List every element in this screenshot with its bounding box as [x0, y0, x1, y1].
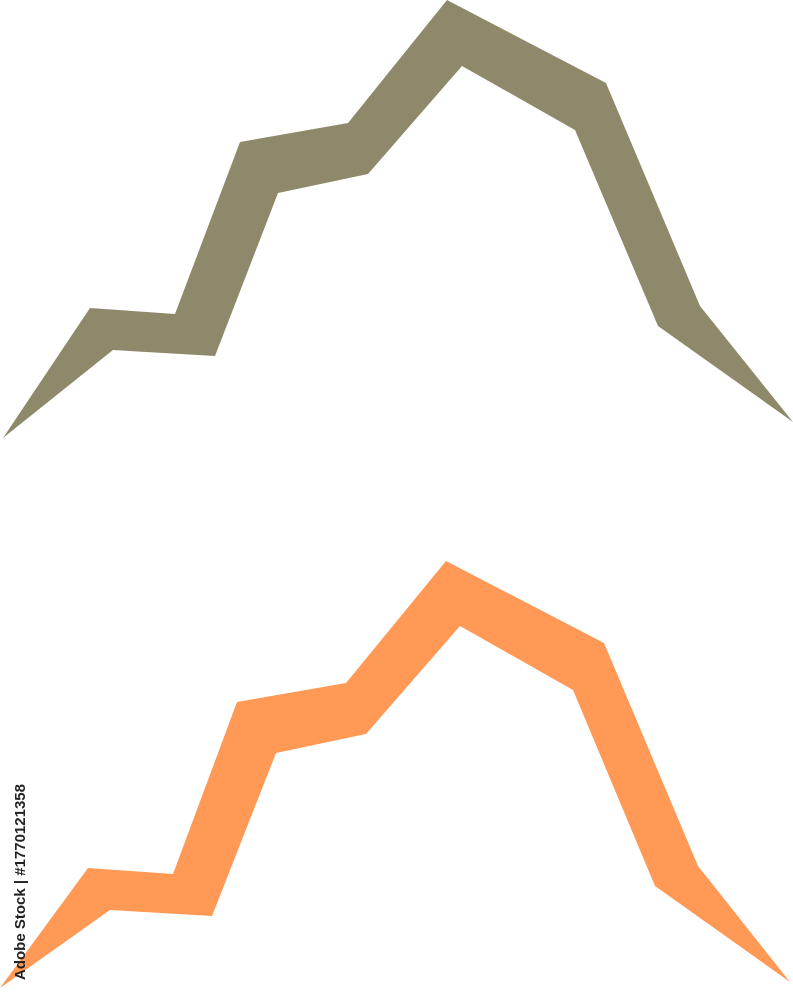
mountain-ridge-top	[3, 0, 793, 438]
watermark: Adobe Stock | #1770121358	[12, 784, 29, 980]
mountain-ridge-bottom	[0, 561, 790, 988]
